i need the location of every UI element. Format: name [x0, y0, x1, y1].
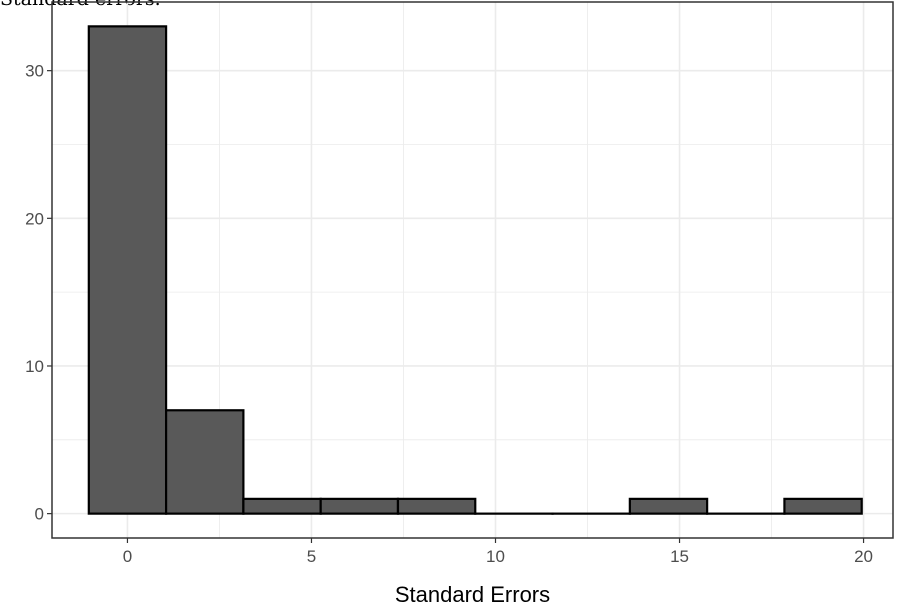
y-axis: 0 10 20 30: [25, 62, 52, 524]
y-tick-label-0: 0: [35, 505, 44, 524]
histogram-bars: [87, 25, 863, 515]
histogram-bar-1: [164, 409, 245, 515]
histogram-bar-9: [783, 497, 863, 515]
x-tick-label-1: 5: [307, 547, 316, 566]
y-tick-label-1: 10: [25, 357, 44, 376]
y-tick-label-3: 30: [25, 62, 44, 81]
x-tick-label-4: 20: [854, 547, 873, 566]
histogram-bar-7: [628, 497, 709, 515]
x-axis: 0 5 10 15 20: [123, 538, 873, 566]
x-tick-label-2: 10: [486, 547, 505, 566]
histogram-bar-3: [319, 497, 400, 515]
histogram-bar-2: [242, 497, 322, 515]
x-axis-title: Standard Errors: [395, 582, 550, 607]
histogram-bar-4: [396, 497, 477, 515]
x-tick-label-3: 15: [670, 547, 689, 566]
panel-border: [51, 1, 894, 539]
figure-caption-fragment: Standard errors.: [0, 0, 161, 10]
x-tick-label-0: 0: [123, 547, 132, 566]
y-tick-label-2: 20: [25, 209, 44, 228]
histogram-bar-0: [87, 25, 168, 515]
